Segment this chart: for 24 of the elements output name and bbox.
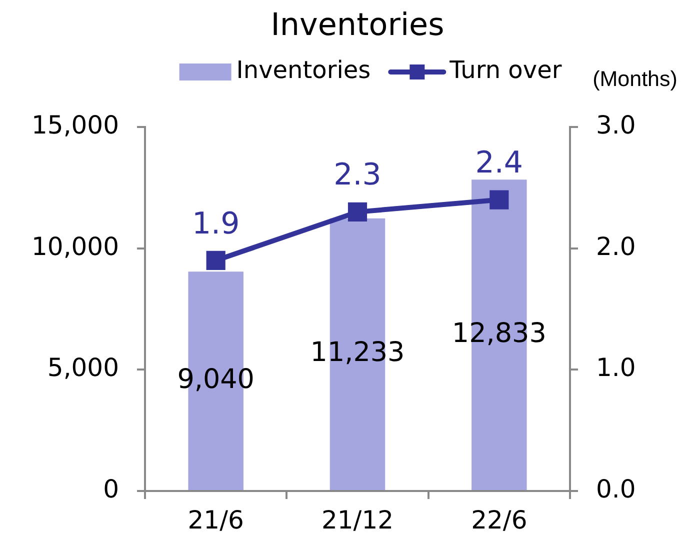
chart-title: Inventories <box>270 7 444 44</box>
y2-tick-label: 2.0 <box>596 232 636 261</box>
legend-label: Turn over <box>448 56 562 84</box>
data-label: 2.3 <box>334 158 382 193</box>
y2-axis-title: (Months) <box>592 66 678 91</box>
point <box>206 250 226 270</box>
x-tick-label: 21/12 <box>321 506 394 534</box>
x-tick-label: 21/6 <box>188 506 244 534</box>
y-tick-label: 15,000 <box>32 110 119 140</box>
x-tick-label: 22/6 <box>471 506 528 534</box>
y-tick-label: 10,000 <box>32 232 119 261</box>
y-tick-label: 0 <box>103 474 119 504</box>
point <box>348 202 368 222</box>
data-label: 11,233 <box>310 337 405 368</box>
y-tick-label: 5,000 <box>47 353 119 382</box>
y2-tick-label: 1.0 <box>596 353 636 382</box>
point <box>490 190 509 210</box>
y2-tick-label: 3.0 <box>596 110 636 140</box>
data-label: 1.9 <box>192 206 240 242</box>
data-label: 9,040 <box>177 364 254 395</box>
data-label: 12,833 <box>452 318 546 349</box>
legend-label: Inventories <box>236 56 371 84</box>
data-label: 2.4 <box>475 146 524 181</box>
y2-tick-label: 0.0 <box>596 474 636 504</box>
